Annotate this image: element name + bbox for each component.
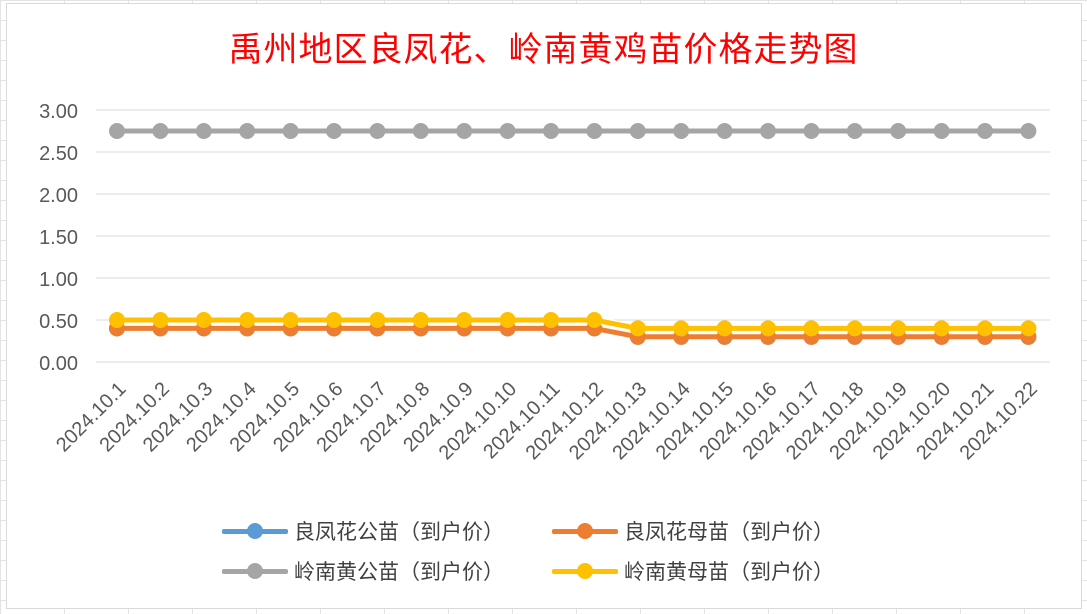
data-point [977,320,993,337]
data-point [456,123,473,139]
data-point [152,123,169,139]
data-point [629,320,646,337]
data-point [412,312,429,328]
series-line [117,325,1029,340]
y-tick-label: 1.00 [39,269,78,291]
data-point [890,320,907,337]
data-point [369,123,386,139]
data-point [412,123,429,139]
series-3 [109,123,1037,139]
data-point [239,312,256,328]
series-line [117,317,1029,331]
data-point [499,123,516,139]
data-point [716,123,733,139]
data-point [543,312,559,328]
data-point [326,123,342,139]
data-point [282,312,299,328]
data-point [803,123,820,139]
data-point [109,312,125,328]
chart-title: 禹州地区良凤花、岭南黄鸡苗价格走势图 [228,30,859,70]
chart-area[interactable] [6,3,1082,609]
data-point [195,312,212,328]
data-point [369,312,386,328]
y-tick-label: 3.00 [39,101,78,123]
data-point [760,123,776,139]
data-point [846,320,863,337]
data-point [109,123,125,139]
data-point [673,123,690,139]
y-tick-label: 1.50 [39,227,78,249]
data-point [152,312,169,328]
data-point [933,123,950,139]
y-tick-label: 0.50 [39,311,78,333]
data-point [673,320,690,337]
data-point [716,320,733,337]
data-point [846,123,863,139]
data-point [933,320,950,337]
data-point [586,312,603,328]
data-point [326,312,342,328]
data-point [456,312,473,328]
data-point [586,123,603,139]
data-point [890,123,907,139]
data-point [760,320,776,337]
data-point [195,123,212,139]
data-point [977,123,993,139]
data-point [499,312,516,328]
data-point [239,123,256,139]
data-point [282,123,299,139]
data-point [1020,320,1037,337]
data-point [629,123,646,139]
data-point [1020,123,1037,139]
y-tick-label: 2.50 [39,143,78,165]
data-point [803,320,820,337]
y-tick-label: 0.00 [39,353,78,375]
data-point [543,123,559,139]
y-tick-label: 2.00 [39,185,78,207]
series-4 [109,312,1037,337]
